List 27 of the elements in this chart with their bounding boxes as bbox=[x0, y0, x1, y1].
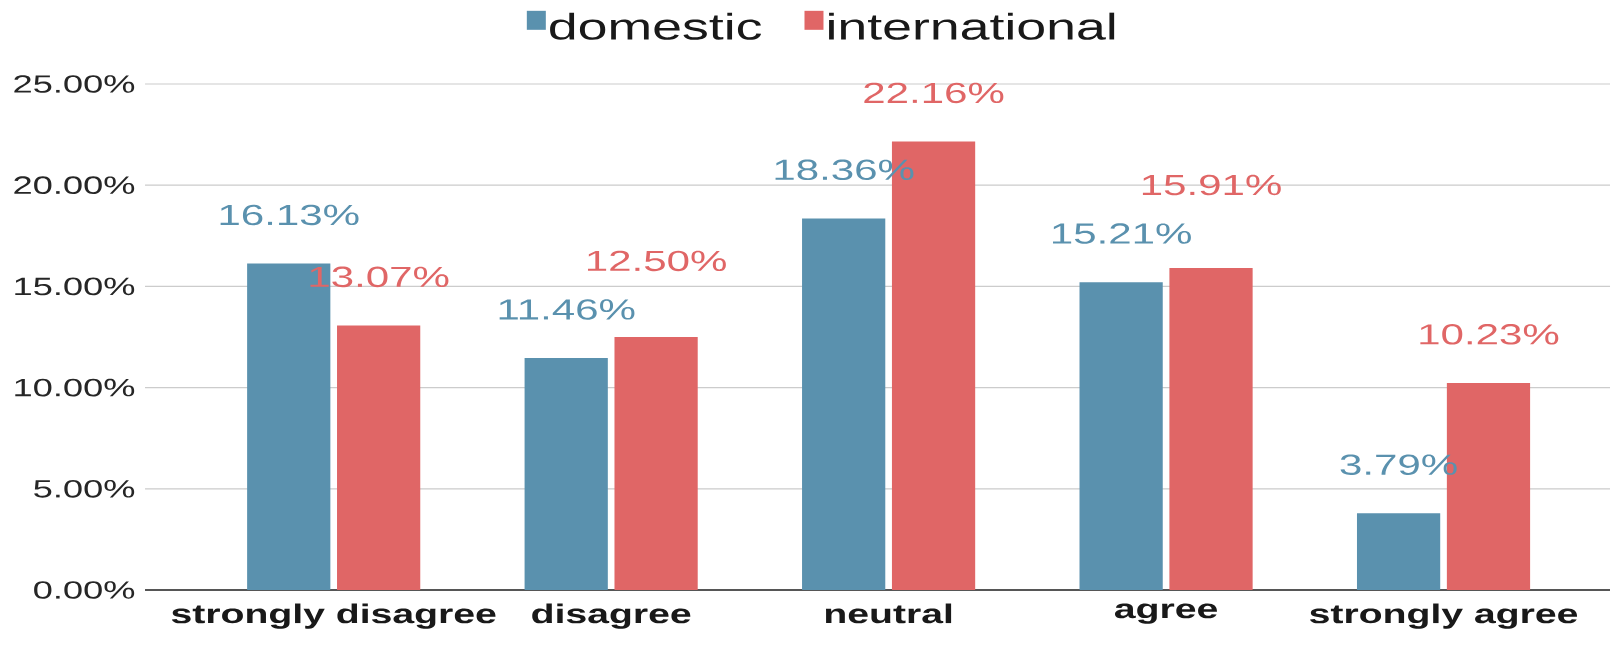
data-label: 15.21% bbox=[1053, 223, 1191, 244]
data-label: 22.16% bbox=[864, 82, 1004, 104]
y-tick-label: 0.00% bbox=[34, 581, 135, 599]
bar bbox=[1079, 282, 1163, 590]
bar bbox=[802, 218, 886, 590]
data-label: 10.23% bbox=[1420, 324, 1559, 345]
bar bbox=[524, 358, 608, 590]
data-label: 16.13% bbox=[220, 204, 359, 226]
legend-label: international bbox=[829, 12, 1115, 40]
y-tick-label: 25.00% bbox=[14, 75, 135, 93]
x-tick-label: neutral bbox=[825, 603, 952, 624]
x-tick-label: disagree bbox=[532, 603, 691, 629]
legend-label: domestic bbox=[550, 12, 762, 40]
x-tick-label: agree bbox=[1114, 603, 1217, 624]
bar bbox=[1356, 513, 1441, 590]
y-tick-label: 15.00% bbox=[15, 277, 135, 296]
y-tick-label: 10.00% bbox=[15, 378, 135, 397]
x-tick-label: strongly disagree bbox=[171, 603, 496, 629]
data-label: 15.91% bbox=[1142, 174, 1281, 196]
data-label: 11.46% bbox=[499, 299, 635, 320]
bar bbox=[337, 325, 421, 590]
data-label: 12.50% bbox=[587, 250, 726, 272]
y-tick-label: 20.00% bbox=[14, 176, 135, 195]
bar bbox=[614, 336, 698, 590]
x-tick-label: strongly agree bbox=[1310, 603, 1578, 629]
bar bbox=[1169, 267, 1253, 590]
y-tick-label: 5.00% bbox=[34, 479, 135, 498]
